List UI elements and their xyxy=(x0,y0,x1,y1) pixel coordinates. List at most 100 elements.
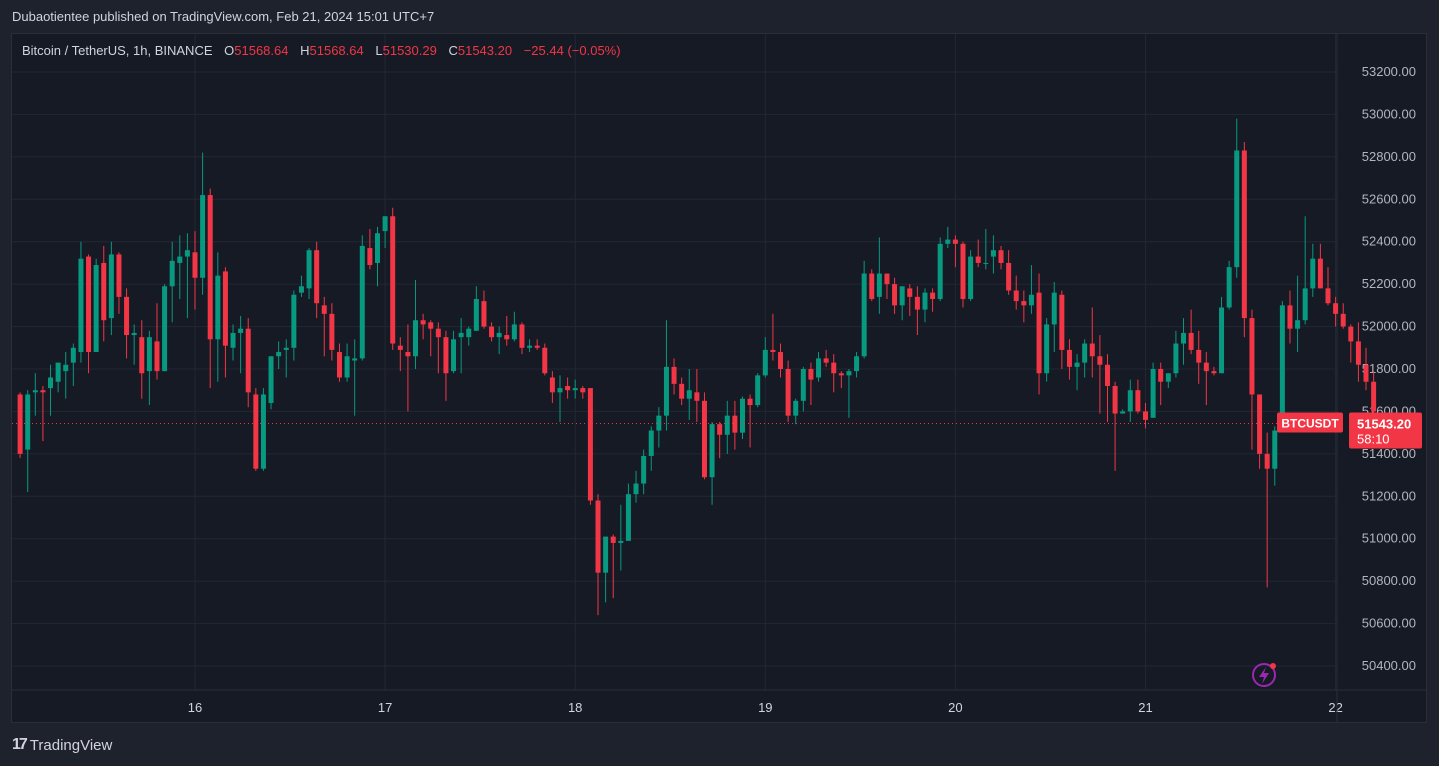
candle-up[interactable] xyxy=(641,455,647,484)
candle-up[interactable] xyxy=(1226,267,1232,308)
candle-up[interactable] xyxy=(876,273,882,297)
candle-up[interactable] xyxy=(1165,373,1171,382)
candle-down[interactable] xyxy=(701,400,707,478)
candle-down[interactable] xyxy=(869,273,875,299)
candle-down[interactable] xyxy=(1363,364,1369,382)
candle-up[interactable] xyxy=(899,286,905,306)
candle-up[interactable] xyxy=(48,377,54,389)
candle-up[interactable] xyxy=(25,394,31,450)
symbol-title[interactable]: Bitcoin / TetherUS, 1h, BINANCE xyxy=(22,43,213,58)
candle-up[interactable] xyxy=(260,394,266,469)
candle-up[interactable] xyxy=(382,216,388,232)
candle-up[interactable] xyxy=(1295,320,1301,329)
candle-up[interactable] xyxy=(496,332,502,338)
candle-down[interactable] xyxy=(253,394,259,469)
candle-up[interactable] xyxy=(162,286,168,372)
candle-up[interactable] xyxy=(1051,292,1057,325)
candle-down[interactable] xyxy=(717,424,723,435)
candle-down[interactable] xyxy=(101,262,107,321)
candle-down[interactable] xyxy=(1203,362,1209,372)
candle-up[interactable] xyxy=(78,258,84,353)
candle-down[interactable] xyxy=(1112,385,1118,414)
candle-down[interactable] xyxy=(1196,349,1202,363)
candle-up[interactable] xyxy=(1150,369,1156,418)
candle-down[interactable] xyxy=(504,335,510,340)
candle-up[interactable] xyxy=(663,366,669,416)
candle-down[interactable] xyxy=(595,500,601,573)
candle-up[interactable] xyxy=(200,195,206,278)
candle-down[interactable] xyxy=(679,383,685,399)
candle-up[interactable] xyxy=(755,375,761,406)
candle-up[interactable] xyxy=(70,347,76,363)
candle-up[interactable] xyxy=(1302,288,1308,321)
candle-up[interactable] xyxy=(633,483,639,495)
candle-up[interactable] xyxy=(739,398,745,433)
candle-up[interactable] xyxy=(291,294,297,348)
candle-down[interactable] xyxy=(884,273,890,285)
candle-up[interactable] xyxy=(359,245,365,359)
candle-down[interactable] xyxy=(390,216,396,344)
candle-down[interactable] xyxy=(1257,394,1263,454)
candle-up[interactable] xyxy=(686,390,692,399)
candle-up[interactable] xyxy=(656,415,662,431)
candle-down[interactable] xyxy=(1006,262,1012,291)
candle-down[interactable] xyxy=(1066,349,1072,367)
candle-down[interactable] xyxy=(435,328,441,338)
candle-down[interactable] xyxy=(1013,290,1019,302)
candle-down[interactable] xyxy=(405,352,411,357)
candle-down[interactable] xyxy=(1021,301,1027,306)
candle-down[interactable] xyxy=(207,195,213,340)
tradingview-footer[interactable]: 17 TradingView xyxy=(12,736,112,754)
candle-down[interactable] xyxy=(336,352,342,378)
candle-down[interactable] xyxy=(907,288,913,297)
candle-up[interactable] xyxy=(1272,430,1278,469)
candle-up[interactable] xyxy=(283,347,289,350)
candle-down[interactable] xyxy=(823,358,829,363)
candle-up[interactable] xyxy=(451,339,457,372)
candle-down[interactable] xyxy=(86,256,92,353)
candle-up[interactable] xyxy=(1173,343,1179,374)
candle-up[interactable] xyxy=(473,298,479,331)
candle-down[interactable] xyxy=(998,250,1004,263)
candle-down[interactable] xyxy=(314,250,320,304)
candle-down[interactable] xyxy=(549,377,555,393)
candle-up[interactable] xyxy=(618,540,624,543)
candle-down[interactable] xyxy=(397,345,403,350)
candle-down[interactable] xyxy=(671,366,677,384)
candle-down[interactable] xyxy=(587,388,593,501)
candle-up[interactable] xyxy=(131,332,137,336)
candle-down[interactable] xyxy=(930,292,936,299)
candle-up[interactable] xyxy=(93,265,99,353)
candle-down[interactable] xyxy=(1333,303,1339,314)
candle-up[interactable] xyxy=(146,337,152,372)
candle-down[interactable] xyxy=(519,324,525,348)
candle-up[interactable] xyxy=(1310,258,1316,289)
candle-up[interactable] xyxy=(1234,150,1240,268)
candle-up[interactable] xyxy=(55,362,61,382)
candle-down[interactable] xyxy=(154,341,160,372)
candle-up[interactable] xyxy=(816,358,822,378)
candle-up[interactable] xyxy=(527,345,533,348)
candle-up[interactable] xyxy=(169,260,175,287)
candle-up[interactable] xyxy=(1082,343,1088,363)
candle-up[interactable] xyxy=(793,400,799,416)
candle-down[interactable] xyxy=(245,328,251,393)
candle-down[interactable] xyxy=(534,345,540,348)
candle-down[interactable] xyxy=(367,248,373,266)
candle-up[interactable] xyxy=(32,390,38,393)
candle-up[interactable] xyxy=(1120,411,1126,414)
candle-up[interactable] xyxy=(238,328,244,333)
candle-down[interactable] xyxy=(1143,411,1148,420)
candle-down[interactable] xyxy=(321,305,327,314)
candle-up[interactable] xyxy=(298,286,304,293)
candle-down[interactable] xyxy=(1371,381,1377,412)
candle-up[interactable] xyxy=(724,415,730,435)
candle-up[interactable] xyxy=(511,324,517,340)
candle-down[interactable] xyxy=(808,369,814,380)
candle-up[interactable] xyxy=(937,243,943,299)
candle-up[interactable] xyxy=(352,358,358,361)
candle-down[interactable] xyxy=(1188,332,1194,350)
candle-up[interactable] xyxy=(466,328,472,338)
candle-down[interactable] xyxy=(975,256,981,263)
candle-up[interactable] xyxy=(1279,305,1285,431)
